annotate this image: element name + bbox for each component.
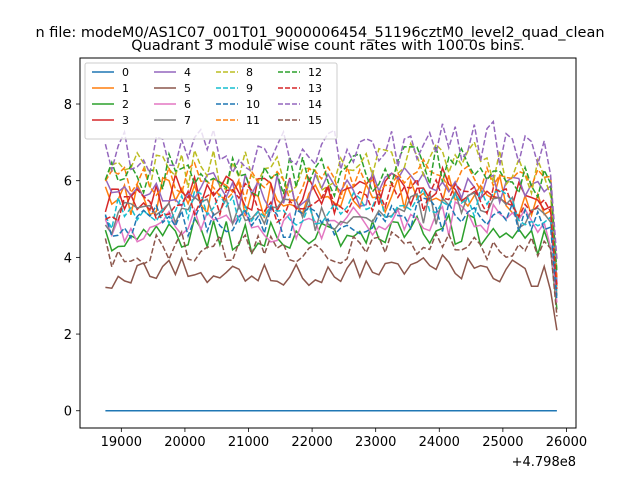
y-tick-label: 6 bbox=[64, 175, 72, 190]
legend-label: 13 bbox=[308, 82, 322, 95]
legend-label: 7 bbox=[184, 114, 191, 127]
legend-label: 2 bbox=[122, 98, 129, 111]
y-tick-label: 4 bbox=[64, 251, 72, 266]
x-tick-label: 21000 bbox=[228, 435, 269, 450]
series-line-12 bbox=[104, 145, 558, 273]
x-offset-label: +4.798e8 bbox=[512, 455, 576, 470]
x-tick-label: 26000 bbox=[546, 435, 587, 450]
x-tick-label: 19000 bbox=[101, 435, 142, 450]
legend-label: 14 bbox=[308, 98, 322, 111]
legend-label: 6 bbox=[184, 98, 191, 111]
x-tick-label: 25000 bbox=[482, 435, 523, 450]
legend-label: 15 bbox=[308, 114, 322, 127]
x-axis: 19000 20000 21000 22000 23000 24000 25000 26000 bbox=[101, 428, 587, 450]
plot-area-frame bbox=[79, 57, 577, 429]
y-tick-label: 8 bbox=[64, 98, 72, 113]
legend-label: 0 bbox=[122, 66, 129, 79]
series-layer bbox=[104, 119, 558, 412]
x-tick-label: 24000 bbox=[419, 435, 460, 450]
x-tick-label: 20000 bbox=[164, 435, 205, 450]
legend-label: 3 bbox=[122, 114, 129, 127]
x-tick-label: 23000 bbox=[355, 435, 396, 450]
series-line-11 bbox=[104, 157, 558, 278]
series-line-10 bbox=[104, 197, 558, 301]
legend-label: 1 bbox=[122, 82, 129, 95]
legend-label: 5 bbox=[184, 82, 191, 95]
y-tick-label: 2 bbox=[64, 328, 72, 343]
x-tick-label: 22000 bbox=[291, 435, 332, 450]
legend-label: 8 bbox=[246, 66, 253, 79]
legend-box bbox=[84, 62, 338, 140]
series-line-15 bbox=[104, 229, 558, 317]
figure-suptitle: n file: modeM0/AS1C07_001T01_9000006454_… bbox=[35, 25, 604, 41]
y-tick-label: 0 bbox=[64, 405, 72, 420]
legend-label: 10 bbox=[246, 98, 260, 111]
legend-label: 12 bbox=[308, 66, 322, 79]
legend-label: 11 bbox=[246, 114, 260, 127]
series-line-13 bbox=[105, 177, 558, 289]
series-line-9 bbox=[104, 186, 558, 294]
legend-label: 4 bbox=[184, 66, 191, 79]
series-line-2 bbox=[104, 212, 558, 310]
legend-label: 9 bbox=[246, 82, 253, 95]
series-line-8 bbox=[104, 140, 558, 271]
series-line-5 bbox=[105, 253, 558, 331]
chart-title: Quadrant 3 module wise count rates with … bbox=[131, 38, 525, 54]
y-axis: 0 2 4 6 8 bbox=[64, 98, 80, 420]
